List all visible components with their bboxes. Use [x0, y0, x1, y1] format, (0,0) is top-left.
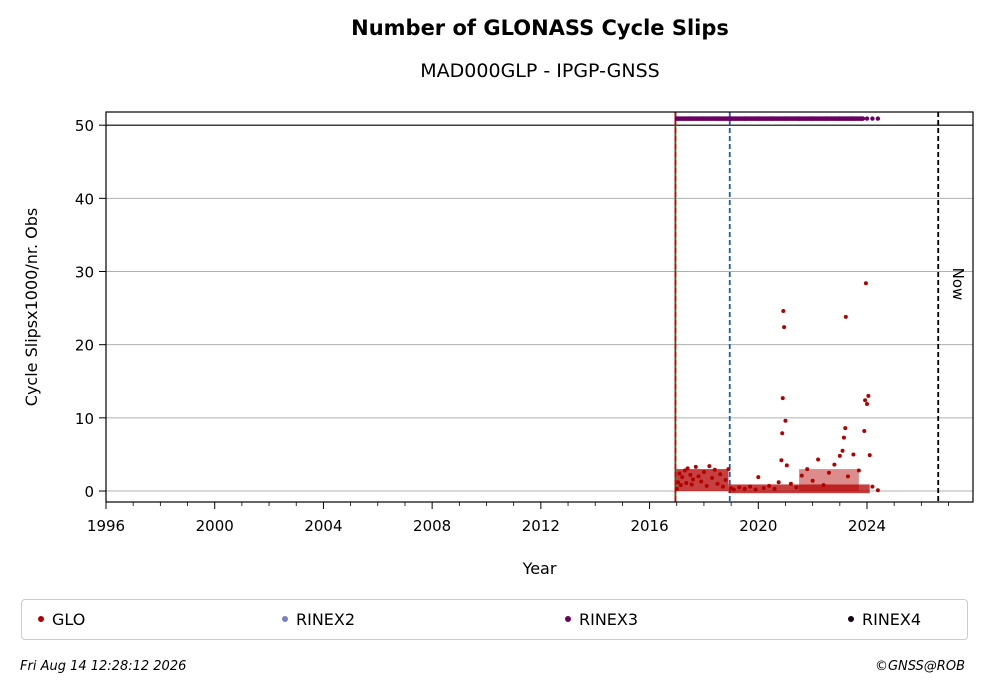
point-rinex3-17 — [875, 116, 881, 121]
legend-item-glo: GLO — [38, 600, 85, 638]
glo-dense-cluster-3 — [799, 469, 859, 492]
point-glo-47 — [816, 457, 821, 462]
legend-item-rinex4: RINEX4 — [848, 600, 921, 638]
legend-label-rinex2: RINEX2 — [296, 609, 356, 629]
footer-copyright: ©GNSS@ROB — [874, 659, 965, 674]
point-glo-52 — [840, 448, 845, 453]
point-glo-49 — [826, 470, 831, 475]
point-glo-50 — [832, 462, 837, 467]
legend-marker-rinex2 — [282, 616, 288, 622]
x-tick-label-2016: 2016 — [630, 517, 668, 535]
point-glo-64 — [867, 453, 872, 458]
x-tick-label-1996: 1996 — [87, 517, 125, 535]
point-glo-39 — [782, 325, 787, 330]
x-tick-label-2020: 2020 — [739, 517, 777, 535]
point-glo-58 — [856, 468, 861, 473]
point-glo-36 — [780, 431, 785, 436]
point-glo-38 — [781, 309, 786, 314]
x-axis-label: Year — [522, 559, 557, 578]
legend-label-rinex3: RINEX3 — [579, 609, 639, 629]
point-glo-66 — [875, 488, 880, 493]
point-glo-11 — [693, 464, 698, 469]
point-glo-53 — [841, 435, 846, 440]
y-tick-label-10: 10 — [75, 410, 94, 428]
legend-marker-rinex3 — [565, 616, 571, 622]
point-glo-37 — [780, 396, 785, 401]
point-rinex3-15 — [864, 116, 870, 121]
glo-dense-cluster-1 — [676, 469, 729, 492]
x-tick-label-2000: 2000 — [196, 517, 234, 535]
point-glo-44 — [799, 473, 804, 478]
y-tick-label-20: 20 — [75, 337, 94, 355]
chart-subtitle: MAD000GLP - IPGP-GNSS — [420, 60, 660, 82]
point-glo-59 — [862, 429, 867, 434]
chart-title: Number of GLONASS Cycle Slips — [351, 16, 729, 40]
y-tick-label-30: 30 — [75, 264, 94, 282]
point-glo-61 — [863, 281, 868, 286]
reference-lines — [674, 112, 940, 502]
y-tick-label-50: 50 — [75, 117, 94, 135]
legend-label-rinex4: RINEX4 — [862, 609, 922, 629]
point-glo-51 — [837, 453, 842, 458]
point-rinex3-16 — [870, 116, 875, 121]
axis-ticks: 1996 2000 2004 2008 2012 2016 2020 2024 0 10 20 30 4… — [75, 117, 949, 535]
point-glo-30 — [756, 475, 761, 480]
point-glo-56 — [845, 474, 850, 479]
legend-marker-glo — [38, 616, 44, 622]
point-glo-57 — [851, 452, 856, 457]
x-tick-label-2024: 2024 — [848, 517, 886, 535]
point-glo-34 — [776, 480, 781, 485]
footer-timestamp: Fri Aug 14 12:28:12 2026 — [20, 659, 187, 674]
x-tick-label-2012: 2012 — [522, 517, 560, 535]
point-glo-55 — [843, 314, 848, 319]
y-axis-label: Cycle Slipsx1000/nr. Obs — [22, 208, 41, 406]
legend-item-rinex2: RINEX2 — [282, 600, 355, 638]
legend-item-rinex3: RINEX3 — [565, 600, 638, 638]
point-glo-16 — [707, 464, 712, 469]
point-glo-63 — [866, 393, 871, 398]
y-tick-label-0: 0 — [84, 483, 94, 501]
point-glo-41 — [784, 463, 789, 468]
x-tick-label-2004: 2004 — [304, 517, 342, 535]
point-glo-65 — [870, 484, 875, 489]
point-glo-54 — [843, 426, 848, 431]
point-glo-35 — [779, 458, 784, 463]
x-tick-label-2008: 2008 — [413, 517, 451, 535]
point-glo-62 — [865, 401, 870, 406]
glo-dense-cluster-2 — [728, 484, 870, 494]
point-glo-40 — [783, 418, 788, 423]
now-label: Now — [949, 268, 967, 301]
point-glo-60 — [863, 398, 868, 403]
chart-canvas: 1996 2000 2004 2008 2012 2016 2020 2024 0 10 20 30 4… — [22, 111, 974, 578]
y-tick-label-40: 40 — [75, 190, 94, 208]
legend-label-glo: GLO — [52, 609, 86, 629]
point-glo-46 — [810, 478, 815, 483]
legend-marker-rinex4 — [848, 616, 854, 622]
data-points — [674, 116, 881, 494]
plot-frame — [105, 111, 974, 503]
legend: GLO RINEX2 RINEX3 RINEX4 — [21, 599, 968, 640]
point-glo-45 — [805, 467, 810, 472]
